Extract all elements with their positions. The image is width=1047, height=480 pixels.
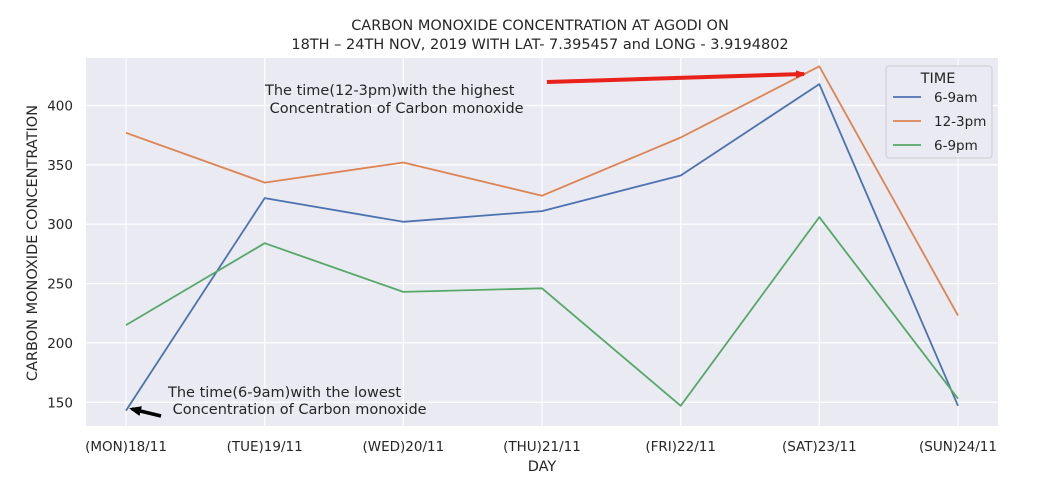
series-lines [125, 65, 959, 412]
annotation-lowest: The time(6-9am)with the lowest Concentra… [129, 385, 427, 418]
y-tick-label: 150 [47, 395, 73, 411]
legend-title: TIME [920, 71, 956, 87]
series-line-6-9pm [125, 216, 959, 407]
annotation-highest-line2: Concentration of Carbon monoxide [265, 101, 524, 117]
chart-title-line1: CARBON MONOXIDE CONCENTRATION AT AGODI O… [351, 18, 729, 34]
y-tick-label: 300 [47, 217, 73, 233]
x-axis-label: DAY [528, 459, 557, 475]
annotation-highest: The time(12-3pm)with the highest Concent… [264, 70, 806, 117]
series-line-12-3pm [125, 65, 959, 317]
legend-label: 12-3pm [934, 114, 986, 130]
annotation-lowest-line2: Concentration of Carbon monoxide [168, 402, 427, 418]
y-tick-label: 200 [47, 336, 73, 352]
x-tick-label: (FRI)22/11 [645, 439, 716, 455]
x-tick-label: (MON)18/11 [85, 439, 167, 455]
annotation-highest-arrow [546, 70, 806, 84]
gridlines [86, 58, 998, 426]
x-tick-label: (SUN)24/11 [919, 439, 997, 455]
annotation-highest-line1: The time(12-3pm)with the highest [264, 83, 515, 99]
legend-label: 6-9am [934, 90, 977, 106]
legend: TIME 6-9am 12-3pm 6-9pm [885, 65, 993, 159]
x-tick-label: (THU)21/11 [503, 439, 581, 455]
y-axis-label: CARBON MONOXIDE CONCENTRATION [25, 105, 41, 381]
y-tick-label: 350 [47, 158, 73, 174]
legend-label: 6-9pm [934, 138, 978, 154]
series-line-6-9am [125, 83, 959, 412]
legend-box [885, 65, 993, 159]
tick-labels: (MON)18/11 (TUE)19/11 (WED)20/11 (THU)21/11… [47, 98, 997, 455]
chart-title-line2: 18TH – 24TH NOV, 2019 WITH LAT- 7.395457… [291, 37, 788, 53]
x-tick-label: (WED)20/11 [362, 439, 444, 455]
x-tick-label: (SAT)23/11 [782, 439, 857, 455]
y-tick-label: 400 [47, 98, 73, 114]
x-tick-label: (TUE)19/11 [227, 439, 303, 455]
y-tick-label: 250 [47, 277, 73, 293]
annotation-lowest-arrow [129, 406, 162, 418]
annotation-lowest-line1: The time(6-9am)with the lowest [167, 385, 401, 401]
